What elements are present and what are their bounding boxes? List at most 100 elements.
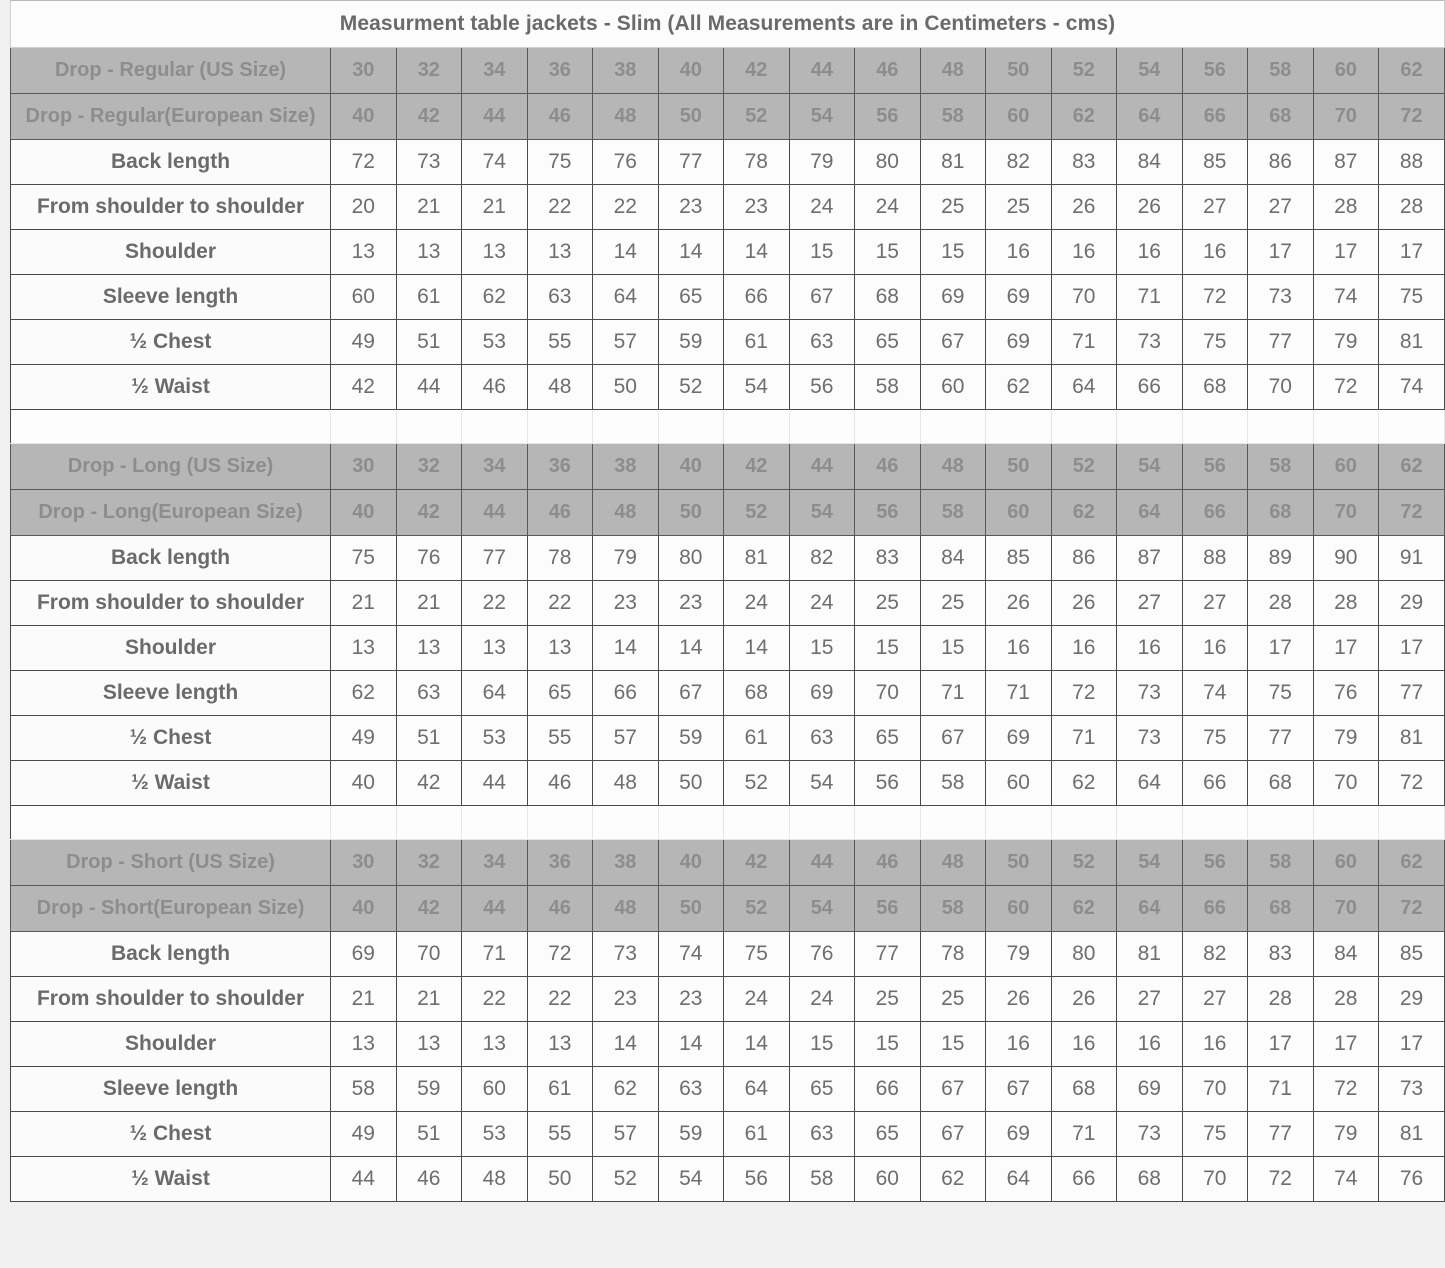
measurement-value: 14	[592, 1021, 659, 1067]
size-header-label-eu: Drop - Long(European Size)	[9, 489, 332, 536]
size-header-cell-us: 48	[919, 839, 987, 886]
block-spacer-row	[9, 805, 1445, 840]
measurement-value: 14	[592, 625, 659, 671]
spacer-cell	[657, 409, 725, 444]
measurement-value: 68	[1050, 1066, 1118, 1112]
size-header-cell-eu: 56	[854, 93, 921, 140]
size-header-cell-eu: 44	[461, 93, 528, 140]
table-row: Shoulder 13 13 13 13 14 14 14 15 15 15 16 16 16 16 17 17…	[9, 229, 1445, 275]
size-header-cell-us: 50	[985, 839, 1052, 886]
measurement-value: 16	[1116, 229, 1183, 275]
size-header-cell-us: 34	[461, 839, 528, 886]
spacer-cell	[1116, 409, 1183, 444]
measurement-value: 49	[330, 715, 397, 761]
measurement-value: 69	[919, 274, 987, 320]
measurement-label: ½ Waist	[9, 364, 332, 410]
measurement-value: 72	[1312, 1066, 1380, 1112]
size-header-cell-us: 60	[1312, 443, 1380, 490]
table-title-row: Measurment table jackets - Slim (All Mea…	[10, 0, 1445, 48]
spacer-cell	[1378, 805, 1445, 840]
size-header-cell-us: 38	[592, 443, 659, 490]
size-header-cell-eu: 40	[330, 93, 397, 140]
measurement-value: 14	[723, 229, 790, 275]
size-header-cell-eu: 60	[985, 885, 1052, 932]
size-header-cell-us: 40	[657, 47, 725, 94]
measurement-value: 46	[395, 1156, 463, 1202]
measurement-value: 69	[985, 1111, 1052, 1157]
size-header-cell-eu: 60	[985, 489, 1052, 536]
measurement-value: 24	[788, 580, 856, 626]
measurement-value: 73	[1247, 274, 1314, 320]
measurement-value: 21	[395, 184, 463, 230]
measurement-value: 76	[1312, 670, 1380, 716]
measurement-value: 13	[461, 625, 528, 671]
measurement-label: ½ Chest	[9, 319, 332, 365]
spacer-cell	[919, 409, 987, 444]
measurement-value: 76	[1378, 1156, 1445, 1202]
measurement-value: 21	[395, 976, 463, 1022]
measurement-value: 61	[723, 1111, 790, 1157]
spacer-cell	[9, 805, 332, 840]
measurement-value: 75	[1247, 670, 1314, 716]
size-header-cell-us: 52	[1050, 839, 1118, 886]
size-header-cell-us: 46	[854, 47, 921, 94]
size-header-cell-eu: 66	[1181, 885, 1249, 932]
size-header-cell-us: 56	[1181, 443, 1249, 490]
size-header-cell-eu: 42	[395, 489, 463, 536]
measurement-value: 27	[1116, 580, 1183, 626]
measurement-value: 81	[1378, 715, 1445, 761]
size-header-row-us: Drop - Long (US Size) 30 32 34 36 38 40 42 44 46 4…	[9, 443, 1445, 490]
measurement-value: 77	[1247, 1111, 1314, 1157]
size-header-cell-us: 32	[395, 443, 463, 490]
measurement-value: 17	[1312, 1021, 1380, 1067]
measurement-value: 84	[1312, 931, 1380, 977]
size-header-cell-us: 30	[330, 47, 397, 94]
measurement-value: 61	[723, 715, 790, 761]
measurement-value: 17	[1247, 625, 1314, 671]
size-header-cell-eu: 42	[395, 885, 463, 932]
size-header-cell-eu: 54	[788, 885, 856, 932]
measurement-value: 75	[1181, 319, 1249, 365]
measurement-value: 44	[461, 760, 528, 806]
measurement-value: 79	[985, 931, 1052, 977]
measurement-value: 50	[657, 760, 725, 806]
size-header-cell-eu: 64	[1116, 885, 1183, 932]
measurement-value: 70	[1312, 760, 1380, 806]
size-header-row-eu: Drop - Long(European Size) 40 42 44 46 48 50 52…	[9, 489, 1445, 536]
measurement-value: 17	[1247, 1021, 1314, 1067]
measurement-value: 26	[985, 580, 1052, 626]
measurement-label: From shoulder to shoulder	[9, 184, 332, 230]
measurement-value: 64	[592, 274, 659, 320]
size-header-cell-eu: 44	[461, 489, 528, 536]
measurement-value: 15	[919, 229, 987, 275]
table-row: Sleeve length 58 59 60 61 62 63 64 65 66 67 67 68 69 7…	[9, 1066, 1445, 1112]
measurement-value: 53	[461, 319, 528, 365]
measurement-value: 15	[919, 625, 987, 671]
size-header-cell-eu: 52	[723, 93, 790, 140]
measurement-value: 49	[330, 319, 397, 365]
measurement-value: 66	[1050, 1156, 1118, 1202]
measurement-value: 74	[461, 139, 528, 185]
measurement-value: 52	[723, 760, 790, 806]
measurement-value: 62	[985, 364, 1052, 410]
measurement-value: 15	[919, 1021, 987, 1067]
measurement-value: 16	[1181, 1021, 1249, 1067]
measurement-value: 64	[1116, 760, 1183, 806]
measurement-value: 16	[1181, 229, 1249, 275]
measurement-value: 24	[723, 976, 790, 1022]
measurement-value: 56	[788, 364, 856, 410]
size-header-label-eu: Drop - Regular(European Size)	[9, 93, 332, 140]
measurement-value: 86	[1050, 535, 1118, 581]
size-header-cell-us: 60	[1312, 839, 1380, 886]
measurement-value: 16	[1116, 625, 1183, 671]
measurement-value: 14	[592, 229, 659, 275]
measurement-value: 61	[526, 1066, 594, 1112]
measurement-value: 42	[330, 364, 397, 410]
measurement-value: 85	[1181, 139, 1249, 185]
spacer-cell	[1247, 805, 1314, 840]
measurement-value: 15	[788, 625, 856, 671]
table-row: ½ Waist 42 44 46 48 50 52 54 56 58 60 62 64 66 68 70 72 7…	[9, 364, 1445, 410]
spacer-cell	[854, 805, 921, 840]
size-header-label-us: Drop - Long (US Size)	[9, 443, 332, 490]
measurement-value: 70	[854, 670, 921, 716]
